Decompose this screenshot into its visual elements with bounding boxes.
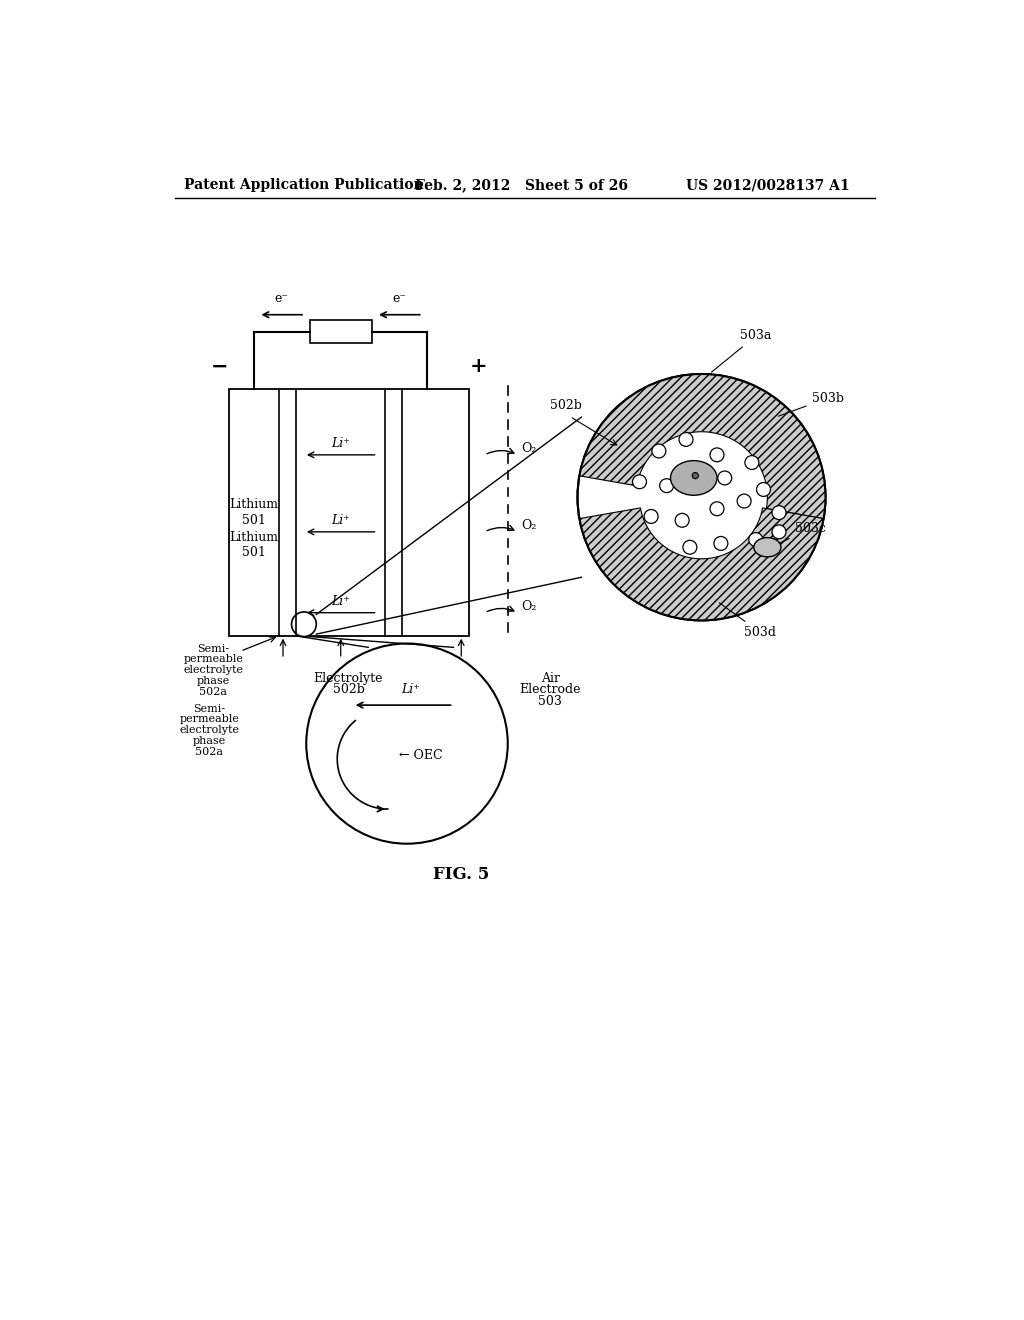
Circle shape [772,506,786,520]
Text: 502a: 502a [200,686,227,697]
Circle shape [679,433,693,446]
Text: Lithium: Lithium [229,531,279,544]
Text: 503: 503 [539,694,562,708]
Circle shape [710,447,724,462]
Text: Air: Air [541,672,560,685]
Text: phase: phase [197,676,229,686]
Text: Semi-: Semi- [194,704,225,714]
Text: O₂: O₂ [521,442,537,455]
Bar [228,389,469,636]
Text: Li⁺: Li⁺ [332,594,350,607]
Text: e⁻: e⁻ [392,293,407,305]
Circle shape [659,479,674,492]
Ellipse shape [754,537,781,557]
Text: 502b: 502b [333,684,365,696]
Text: −: − [211,356,228,376]
Circle shape [306,644,508,843]
Circle shape [692,473,698,479]
Text: FIG. 5: FIG. 5 [433,866,489,883]
Text: permeable: permeable [183,655,243,664]
Text: phase: phase [193,737,226,746]
Text: +: + [469,356,487,376]
Text: Lithium: Lithium [229,499,279,511]
Text: electrolyte: electrolyte [183,665,244,675]
Text: permeable: permeable [179,714,240,725]
Circle shape [714,536,728,550]
Circle shape [675,513,689,527]
Text: US 2012/0028137 A1: US 2012/0028137 A1 [686,178,850,193]
Ellipse shape [671,461,717,495]
Text: ← OEC: ← OEC [399,748,442,762]
Circle shape [749,533,763,546]
Text: Li⁺: Li⁺ [332,437,350,450]
Polygon shape [580,374,825,519]
Circle shape [690,475,705,488]
Circle shape [757,483,770,496]
Circle shape [737,494,751,508]
Text: Feb. 2, 2012   Sheet 5 of 26: Feb. 2, 2012 Sheet 5 of 26 [415,178,628,193]
Circle shape [652,444,666,458]
Circle shape [633,475,646,488]
Bar [309,321,372,343]
Text: 503a: 503a [712,330,772,372]
Text: 501: 501 [242,513,266,527]
Circle shape [292,612,316,636]
Circle shape [718,471,732,484]
Text: Semi-: Semi- [198,644,229,653]
Text: Electrolyte: Electrolyte [313,672,383,685]
Text: 503b: 503b [778,392,844,416]
Circle shape [578,374,825,620]
Circle shape [744,455,759,470]
Text: O₂: O₂ [521,601,537,612]
Polygon shape [580,508,823,620]
Circle shape [710,502,724,516]
Text: Electrode: Electrode [519,684,582,696]
Text: 502a: 502a [196,747,223,756]
Text: e⁻: e⁻ [274,293,289,305]
Text: Li⁺: Li⁺ [332,513,350,527]
Text: Li⁺: Li⁺ [401,682,420,696]
Text: 501: 501 [242,546,266,560]
Circle shape [683,540,697,554]
Circle shape [644,510,658,524]
Text: 502b: 502b [550,399,582,412]
Text: Patent Application Publication: Patent Application Publication [183,178,424,193]
Text: O₂: O₂ [521,519,537,532]
Text: electrolyte: electrolyte [179,725,240,735]
Circle shape [772,525,786,539]
Text: 503c: 503c [774,521,825,546]
Text: 503d: 503d [719,603,776,639]
